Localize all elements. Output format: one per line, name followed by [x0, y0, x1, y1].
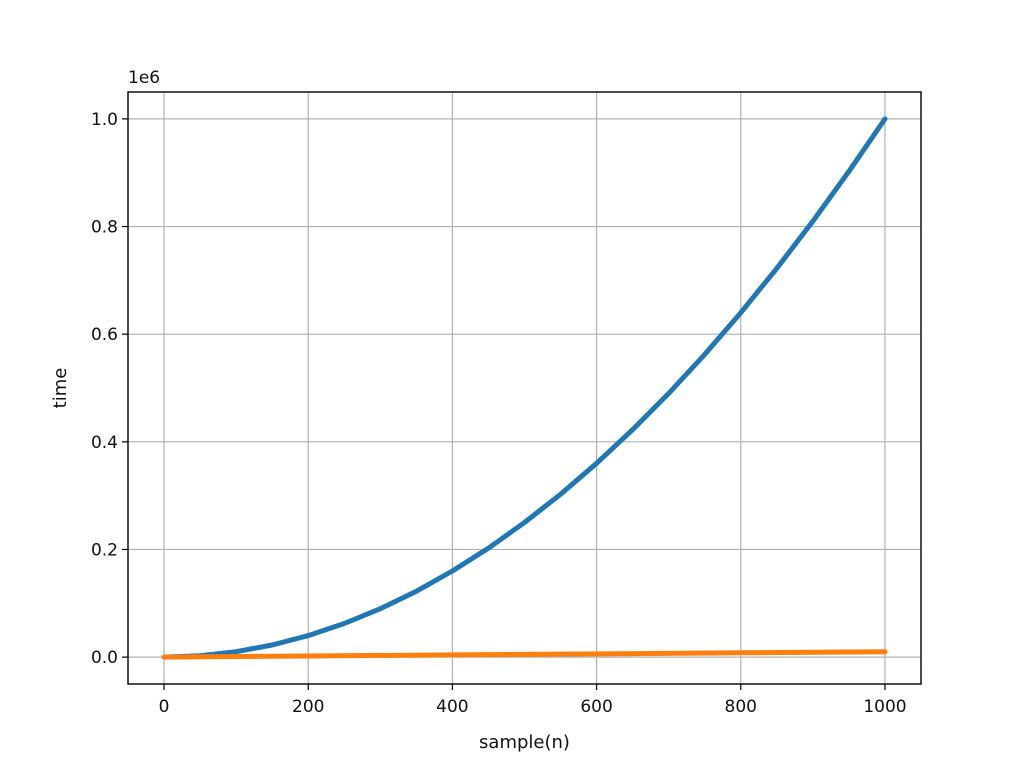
ticks-layer: 0 200 400 600 800 1000 0.0 0.2 0.4 0.6 0.8 1.0 [91, 110, 907, 717]
x-tick-label: 400 [436, 697, 468, 717]
series-line-2 [161, 649, 888, 660]
y-tick-label: 0.0 [91, 648, 118, 668]
y-tick-label: 0.4 [91, 433, 118, 453]
x-tick-label: 1000 [863, 697, 906, 717]
y-axis-offset-label: 1e6 [128, 68, 160, 88]
x-tick-label: 0 [159, 697, 170, 717]
series-line-1 [161, 116, 888, 660]
x-tick-label: 800 [725, 697, 757, 717]
x-tick-label: 600 [580, 697, 612, 717]
y-tick-label: 0.8 [91, 218, 118, 238]
x-axis-label: sample(n) [479, 732, 570, 753]
y-tick-label: 0.6 [91, 325, 118, 345]
y-tick-label: 1.0 [91, 110, 118, 130]
y-axis-label: time [50, 368, 71, 409]
grid-layer [128, 92, 921, 684]
plot-area-frame [127, 91, 922, 685]
series-layer [161, 116, 888, 660]
x-tick-label: 200 [292, 697, 324, 717]
y-tick-label: 0.2 [91, 540, 118, 560]
